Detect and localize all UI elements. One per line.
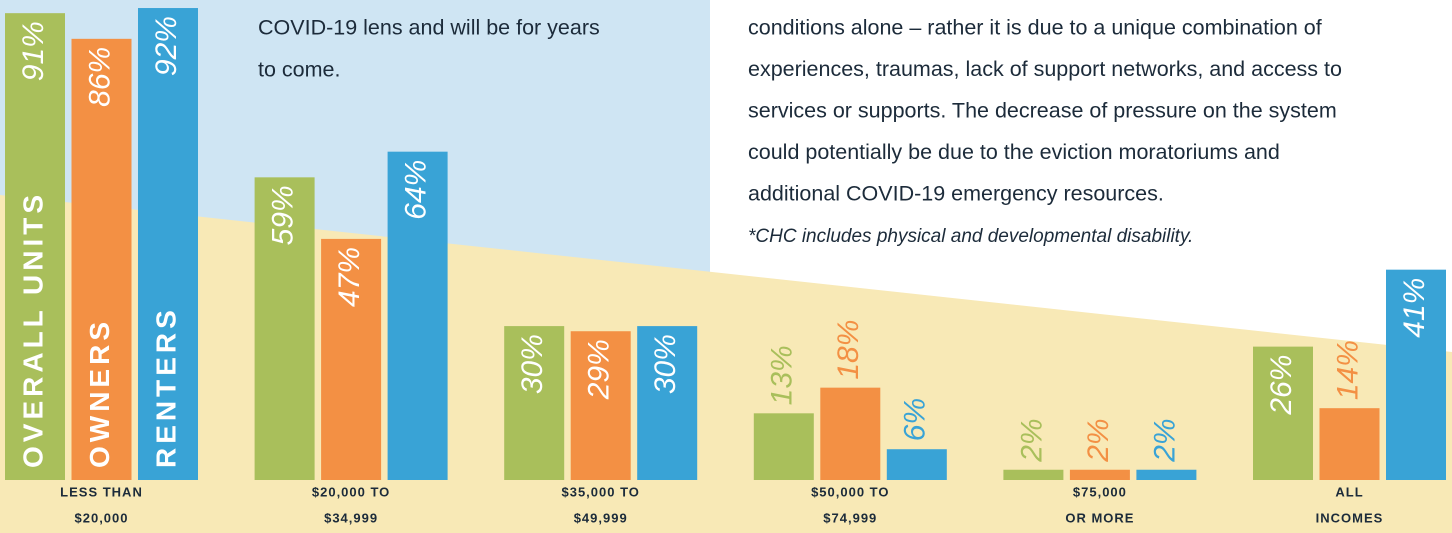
value-label: 2% xyxy=(1015,418,1048,462)
x-tick-label: LESS THAN xyxy=(60,484,143,499)
bar xyxy=(1136,469,1197,480)
series-name: OWNERS xyxy=(84,318,115,468)
x-tick-label: $50,000 TO xyxy=(811,484,889,499)
value-label: 26% xyxy=(1265,355,1298,416)
bar xyxy=(387,151,448,480)
value-label: 30% xyxy=(516,334,549,394)
paragraph-line: additional COVID-19 emergency resources. xyxy=(748,182,1164,206)
bar xyxy=(71,38,132,480)
x-tick-label: $20,000 xyxy=(75,510,129,525)
value-label: 91% xyxy=(17,21,50,81)
value-label: 18% xyxy=(832,320,865,380)
bar xyxy=(1069,469,1130,480)
x-tick-label: INCOMES xyxy=(1316,510,1384,525)
x-tick-label: $35,000 TO xyxy=(561,484,639,499)
x-tick-label: $49,999 xyxy=(574,510,628,525)
value-label: 59% xyxy=(267,185,300,245)
bar xyxy=(138,8,198,480)
bar xyxy=(1003,469,1064,480)
bar xyxy=(1319,408,1380,480)
value-label: 14% xyxy=(1331,340,1364,400)
value-label: 64% xyxy=(400,160,433,220)
value-label: 41% xyxy=(1398,278,1431,338)
value-label: 2% xyxy=(1148,418,1181,462)
value-label: 92% xyxy=(150,16,183,76)
value-label: 30% xyxy=(649,334,682,394)
paragraph-line: experiences, traumas, lack of support ne… xyxy=(748,57,1342,81)
bar xyxy=(321,238,382,480)
value-label: 13% xyxy=(766,345,799,405)
x-tick-label: $74,999 xyxy=(823,510,877,525)
paragraph-line: COVID-19 lens and will be for years xyxy=(258,16,600,40)
x-tick-label: OR MORE xyxy=(1065,510,1134,525)
bar xyxy=(1386,269,1446,480)
value-label: 86% xyxy=(83,47,116,107)
paragraph-line: conditions alone – rather it is due to a… xyxy=(748,16,1322,40)
x-tick-label: $20,000 TO xyxy=(312,484,390,499)
x-tick-label: $75,000 xyxy=(1073,484,1127,499)
bar xyxy=(820,387,881,480)
x-tick-label: ALL xyxy=(1335,484,1363,499)
paragraph-line: to come. xyxy=(258,58,340,82)
bar xyxy=(570,331,631,480)
bar xyxy=(5,13,65,480)
value-label: 47% xyxy=(333,247,366,307)
bar xyxy=(254,177,315,480)
bar xyxy=(753,413,814,480)
paragraph-line: services or supports. The decrease of pr… xyxy=(748,99,1337,123)
value-label: 2% xyxy=(1082,418,1115,462)
bar xyxy=(504,326,565,480)
bar xyxy=(1253,346,1313,480)
value-label: 6% xyxy=(899,398,932,441)
series-name: OVERALL UNITS xyxy=(17,191,48,468)
value-label: 29% xyxy=(583,339,616,400)
footnote: *CHC includes physical and developmental… xyxy=(748,226,1193,247)
series-name: RENTERS xyxy=(150,306,181,468)
bar xyxy=(886,449,947,480)
x-tick-label: $34,999 xyxy=(324,510,378,525)
bar xyxy=(637,326,698,480)
paragraph-line: could potentially be due to the eviction… xyxy=(748,140,1280,164)
